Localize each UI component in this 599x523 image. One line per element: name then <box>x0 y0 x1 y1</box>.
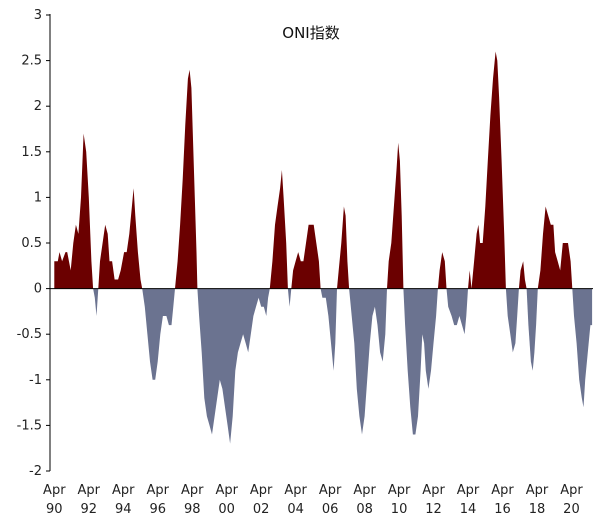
positive-area-17 <box>471 51 506 289</box>
y-tick-label-3: 1.5 <box>21 145 42 160</box>
negative-area-22 <box>572 288 593 408</box>
chart-title: ONI指数 <box>282 24 339 42</box>
y-tick-label-7: -0.5 <box>17 327 42 342</box>
x-tick-year-0: 90 <box>46 502 63 517</box>
x-tick-year-14: 18 <box>529 502 546 517</box>
x-tick-year-2: 94 <box>115 502 132 517</box>
x-tick-year-3: 96 <box>149 502 166 517</box>
y-tick-label-9: -1.5 <box>17 418 42 433</box>
x-tick-month-8: Apr <box>319 483 342 498</box>
x-tick-year-12: 14 <box>460 502 477 517</box>
x-tick-month-3: Apr <box>146 483 169 498</box>
positive-area-6 <box>269 170 288 289</box>
x-tick-year-7: 04 <box>287 502 304 517</box>
negative-area-7 <box>287 288 292 307</box>
x-tick-month-15: Apr <box>560 483 583 498</box>
negative-area-15 <box>446 288 468 335</box>
positive-area-16 <box>468 270 472 289</box>
x-tick-year-6: 02 <box>253 502 270 517</box>
y-tick-label-5: 0.5 <box>21 236 42 251</box>
negative-area-11 <box>349 288 387 435</box>
x-tick-month-14: Apr <box>526 483 549 498</box>
y-tick-label-6: 0 <box>34 282 42 297</box>
x-tick-month-6: Apr <box>250 483 273 498</box>
x-tick-year-9: 08 <box>356 502 373 517</box>
positive-area-2 <box>98 188 143 289</box>
x-tick-year-13: 16 <box>494 502 511 517</box>
x-tick-year-4: 98 <box>184 502 201 517</box>
area-layer <box>54 51 593 444</box>
x-tick-month-7: Apr <box>284 483 307 498</box>
negative-area-9 <box>320 288 337 371</box>
x-tick-year-8: 06 <box>322 502 339 517</box>
x-tick-month-5: Apr <box>215 483 238 498</box>
positive-area-19 <box>518 261 527 289</box>
y-tick-label-4: 1 <box>34 190 42 205</box>
positive-area-4 <box>175 69 198 289</box>
x-tick-month-0: Apr <box>43 483 66 498</box>
y-tick-label-0: 3 <box>34 8 42 23</box>
negative-area-5 <box>197 288 270 444</box>
negative-area-13 <box>403 288 438 435</box>
negative-area-20 <box>526 288 538 371</box>
x-tick-year-15: 20 <box>563 502 580 517</box>
negative-area-3 <box>142 288 175 380</box>
x-tick-year-10: 10 <box>391 502 408 517</box>
y-tick-label-10: -2 <box>29 464 42 479</box>
y-tick-label-8: -1 <box>29 373 42 388</box>
x-tick-year-1: 92 <box>81 502 98 517</box>
negative-area-18 <box>505 288 519 353</box>
x-tick-labels: Apr 90 Apr 92 Apr 94 Apr 96 Apr 98 Apr 00 Apr 02 Apr 04… <box>43 483 583 517</box>
x-tick-year-11: 12 <box>425 502 442 517</box>
x-tick-month-10: Apr <box>388 483 411 498</box>
x-tick-month-11: Apr <box>422 483 445 498</box>
x-tick-month-2: Apr <box>112 483 135 498</box>
positive-area-8 <box>291 224 321 289</box>
x-tick-year-5: 00 <box>218 502 235 517</box>
y-tick-labels: 3 2.5 2 1.5 1 0.5 0 -0.5 -1 -1.5 -2 <box>17 8 50 479</box>
positive-area-21 <box>537 206 573 289</box>
x-tick-month-9: Apr <box>353 483 376 498</box>
positive-area-14 <box>437 252 447 289</box>
y-tick-label-2: 2 <box>34 99 42 114</box>
x-tick-month-12: Apr <box>457 483 480 498</box>
x-tick-month-4: Apr <box>181 483 204 498</box>
positive-area-0 <box>54 133 94 289</box>
x-tick-month-13: Apr <box>491 483 514 498</box>
positive-area-10 <box>337 206 350 289</box>
x-tick-month-1: Apr <box>78 483 101 498</box>
negative-area-1 <box>93 288 99 316</box>
positive-area-12 <box>387 142 404 289</box>
y-tick-label-1: 2.5 <box>21 54 42 69</box>
